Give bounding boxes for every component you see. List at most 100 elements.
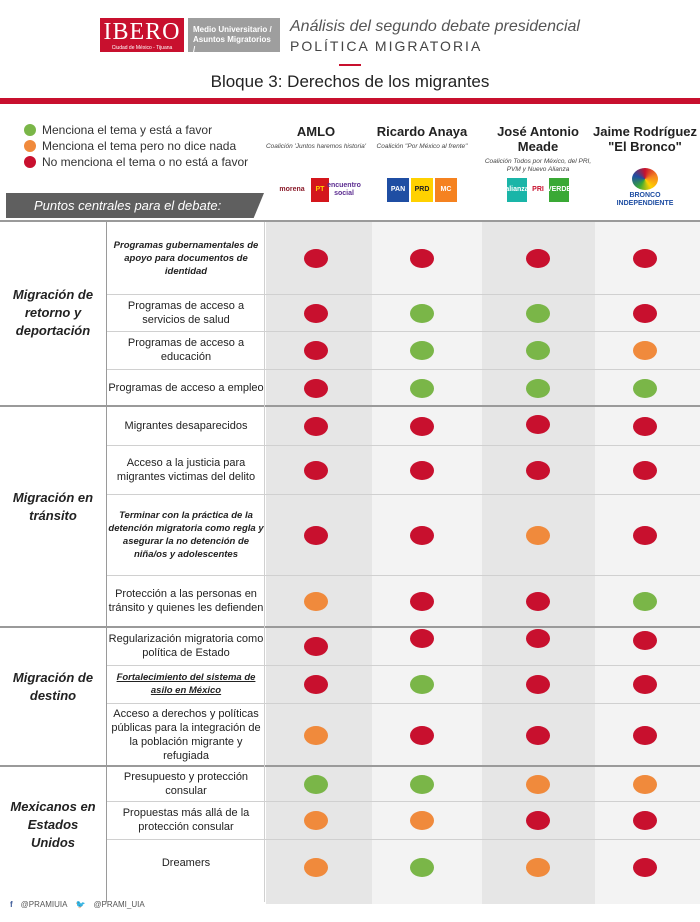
- row-divider: [106, 445, 700, 446]
- legend-item: No menciona el tema o no está a favor: [24, 154, 248, 170]
- rating-dot-red: [304, 416, 328, 436]
- topic-label: Programas de acceso a servicios de salud: [127, 299, 245, 326]
- topic-label: Presupuesto y protección consular: [123, 770, 249, 797]
- topic-label: Migrantes desaparecidos: [124, 419, 248, 432]
- topic-label: Fortalecimiento del sistema de asilo en …: [116, 672, 256, 696]
- legend: Menciona el tema y está a favor Menciona …: [24, 122, 248, 170]
- section-label: Migración en tránsito: [12, 489, 94, 523]
- candidate-name: Ricardo Anaya: [376, 124, 468, 139]
- party-logo: PT: [311, 178, 329, 202]
- candidate-header: AMLO Coalición 'Juntos haremos historia': [261, 124, 371, 151]
- section-divider-vertical: [106, 222, 107, 902]
- legend-dot-red: [24, 156, 36, 168]
- rating-dot-orange: [633, 341, 657, 360]
- legend-item: Menciona el tema pero no dice nada: [24, 138, 248, 154]
- rating-dot-orange: [633, 774, 657, 794]
- rating-dot-red: [410, 460, 434, 480]
- rating-dot-red: [526, 725, 550, 745]
- row-divider: [106, 369, 700, 370]
- section-label: Mexicanos en Estados Unidos: [10, 799, 96, 850]
- footer: f @PRAMIUIA 🐦 @PRAMI_UIA: [10, 900, 145, 909]
- rating-dot-red: [304, 637, 328, 656]
- rating-dot-green: [410, 378, 434, 398]
- legend-label: No menciona el tema o no está a favor: [42, 155, 249, 169]
- row-divider: [106, 839, 700, 840]
- rating-dot-orange: [304, 811, 328, 830]
- topic-label: Protección a las personas en tránsito y …: [108, 588, 264, 614]
- rating-dot-red: [633, 725, 657, 745]
- row-divider: [106, 801, 700, 802]
- rating-dot-red: [304, 378, 328, 398]
- legend-label: Menciona el tema y está a favor: [42, 123, 213, 137]
- rating-dot-green: [526, 378, 550, 398]
- section-label: Migración de destino: [12, 669, 94, 703]
- candidate-coalition: Coalición 'Juntos haremos historia': [265, 143, 367, 150]
- topic-label: Acceso a derechos y políticas públicas p…: [111, 707, 261, 762]
- candidate-name: AMLO: [296, 124, 336, 139]
- bronco-horse-icon: [632, 167, 658, 190]
- rating-dot-green: [633, 378, 657, 398]
- ibero-logo: IBERO Ciudad de México - Tijuana: [100, 18, 184, 52]
- rating-dot-red: [526, 675, 550, 694]
- rating-dot-red: [304, 525, 328, 545]
- topic-label: Propuestas más allá de la protección con…: [122, 807, 250, 833]
- topic-label: Dreamers: [161, 856, 211, 869]
- rating-dot-red: [633, 675, 657, 694]
- party-logo: PRD: [411, 178, 433, 202]
- title-divider: [339, 64, 361, 66]
- party-logo-label: alianza: [505, 186, 529, 193]
- facebook-handle: @PRAMIUIA: [20, 900, 68, 909]
- section-divider: [0, 405, 700, 407]
- rating-dot-red: [526, 414, 550, 434]
- party-logo: PAN: [387, 178, 409, 202]
- rating-dot-red: [633, 631, 657, 650]
- rating-dot-red: [410, 249, 434, 268]
- party-logo-label: morena: [279, 186, 305, 193]
- rating-dot-red: [526, 811, 550, 830]
- party-logo: encuentro social: [327, 178, 361, 202]
- legend-dot-orange: [24, 140, 36, 152]
- candidate-coalition: Coalición Todos por México, del PRI, PVM…: [484, 158, 592, 173]
- rating-dot-red: [410, 725, 434, 745]
- ibero-logo-text: IBERO: [103, 19, 181, 45]
- party-logo-label: BRONCO INDEPENDIENTE: [616, 191, 674, 207]
- row-divider: [106, 665, 700, 666]
- rating-dot-red: [304, 341, 328, 360]
- section-divider: [0, 765, 700, 767]
- row-divider: [106, 494, 700, 495]
- party-logo-label: encuentro social: [327, 182, 361, 197]
- header-red-bar: [0, 98, 700, 104]
- rating-dot-green: [526, 341, 550, 360]
- page-subtitle: POLÍTICA MIGRATORIA: [290, 38, 483, 54]
- party-logos: PAN PRD MC: [372, 175, 472, 205]
- party-logo-label: PRI: [532, 186, 544, 193]
- rating-dot-red: [304, 303, 328, 323]
- rating-dot-red: [633, 416, 657, 436]
- topic-label: Programas de acceso a empleo: [108, 381, 264, 394]
- party-logo: BRONCO INDEPENDIENTE: [617, 167, 673, 208]
- rating-dot-red: [633, 303, 657, 323]
- medio-logo: Medio Universitario / Asuntos Migratorio…: [188, 18, 280, 54]
- rating-dot-green: [526, 303, 550, 323]
- rating-dot-green: [410, 341, 434, 360]
- topic-divider-vertical: [264, 222, 265, 902]
- row-divider: [106, 331, 700, 332]
- rating-dot-green: [410, 303, 434, 323]
- rating-dot-red: [410, 416, 434, 436]
- row-divider: [106, 703, 700, 704]
- rating-dot-orange: [410, 811, 434, 830]
- topic-label: Acceso a la justicia para migrantes vict…: [116, 456, 256, 483]
- bloque-title: Bloque 3: Derechos de los migrantes: [210, 72, 490, 91]
- rating-dot-red: [633, 249, 657, 268]
- section-label: Migración de retorno y deportación: [12, 287, 94, 338]
- party-logo-label: PRD: [414, 186, 430, 193]
- rating-dot-orange: [304, 857, 328, 877]
- rating-dot-red: [526, 249, 550, 268]
- rating-dot-green: [410, 774, 434, 794]
- candidate-coalition: Coalición "Por México al frente": [376, 143, 468, 150]
- legend-item: Menciona el tema y está a favor: [24, 122, 248, 138]
- rating-dot-red: [526, 592, 550, 611]
- rating-dot-red: [633, 811, 657, 830]
- party-logo: morena: [275, 178, 309, 202]
- rating-dot-red: [633, 525, 657, 545]
